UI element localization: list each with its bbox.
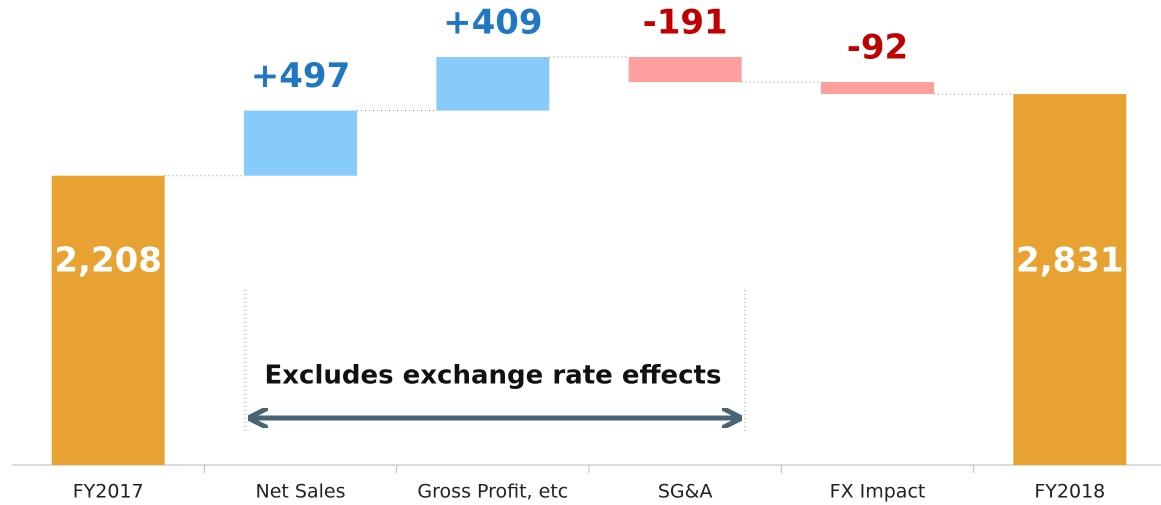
bar (628, 57, 742, 83)
value-label: 2,208 (54, 241, 162, 281)
bar (244, 110, 357, 176)
x-tick-label: FX Impact (830, 481, 926, 503)
value-label: 2,831 (1016, 241, 1124, 281)
value-label: +497 (251, 56, 350, 96)
bar (1013, 94, 1127, 466)
x-tick-label: FY2018 (1034, 481, 1105, 503)
annotation: Excludes exchange rate effects (265, 361, 722, 391)
value-label: -191 (643, 3, 728, 43)
value-label: +409 (443, 3, 542, 43)
bar (51, 175, 165, 465)
x-tick-label: SG&A (658, 481, 713, 503)
x-tick-label: Net Sales (256, 481, 346, 503)
x-tick-label: Gross Profit, etc (417, 481, 568, 503)
bar (436, 57, 550, 111)
x-tick-label: FY2017 (73, 481, 144, 503)
bar (821, 82, 934, 95)
value-label: -92 (847, 28, 908, 68)
